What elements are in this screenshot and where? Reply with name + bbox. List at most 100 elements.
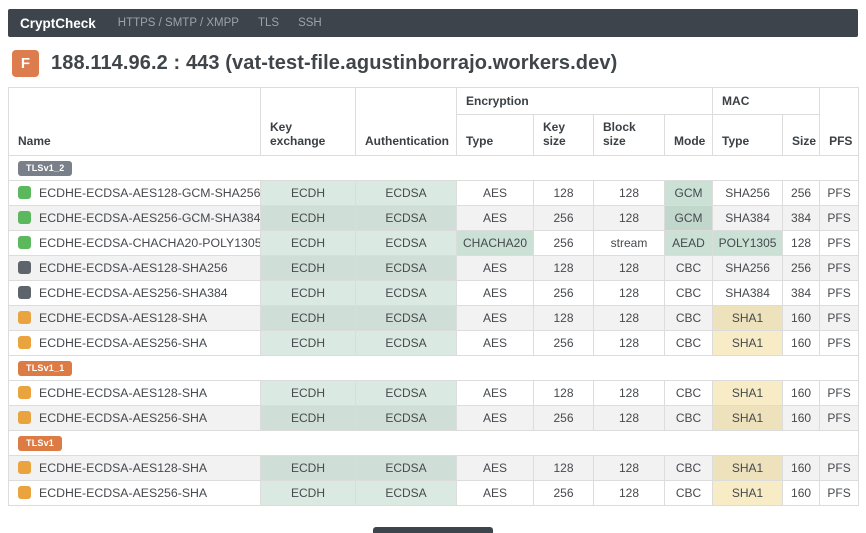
cipher-name-cell: ECDHE-ECDSA-AES128-SHA256 (9, 256, 261, 281)
encryption-type-cell: CHACHA20 (457, 231, 534, 256)
grade-badge: F (12, 50, 39, 77)
block-size-cell: 128 (594, 206, 665, 231)
mode-cell: AEAD (665, 231, 713, 256)
cipher-strength-icon (18, 186, 31, 199)
protocol-cell: TLSv1_1 (9, 356, 859, 381)
cipher-strength-icon (18, 386, 31, 399)
encryption-type-cell: AES (457, 206, 534, 231)
cipher-name-cell: ECDHE-ECDSA-AES256-SHA384 (9, 281, 261, 306)
key-size-cell: 256 (534, 281, 594, 306)
authentication-cell: ECDSA (356, 481, 457, 506)
col-header-key-size: Key size (534, 115, 594, 156)
col-header-name: Name (9, 88, 261, 156)
page-title: 188.114.96.2 : 443 (vat-test-file.agusti… (51, 52, 617, 75)
col-header-block-size: Block size (594, 115, 665, 156)
authentication-cell: ECDSA (356, 231, 457, 256)
mac-size-cell: 128 (783, 231, 820, 256)
key-exchange-cell: ECDH (261, 331, 356, 356)
key-size-cell: 256 (534, 406, 594, 431)
protocol-cell: TLSv1_2 (9, 156, 859, 181)
mode-cell: CBC (665, 481, 713, 506)
cipher-row: ECDHE-ECDSA-AES128-SHAECDHECDSAAES128128… (9, 306, 859, 331)
key-size-cell: 128 (534, 306, 594, 331)
cipher-name-cell: ECDHE-ECDSA-AES128-SHA (9, 306, 261, 331)
mac-size-cell: 384 (783, 281, 820, 306)
col-header-key-exchange: Key exchange (261, 88, 356, 156)
nav-link-https-smtp-xmpp[interactable]: HTTPS / SMTP / XMPP (118, 17, 239, 29)
encryption-type-cell: AES (457, 481, 534, 506)
col-header-mac-type: Type (713, 115, 783, 156)
pfs-cell: PFS (820, 256, 859, 281)
mode-cell: CBC (665, 456, 713, 481)
mac-size-cell: 256 (783, 181, 820, 206)
cipher-name: ECDHE-ECDSA-AES128-SHA256 (39, 261, 228, 275)
encryption-type-cell: AES (457, 381, 534, 406)
mac-size-cell: 160 (783, 456, 820, 481)
encryption-type-cell: AES (457, 281, 534, 306)
protocol-badge: TLSv1 (18, 436, 62, 451)
col-header-pfs: PFS (820, 88, 859, 156)
encryption-type-cell: AES (457, 181, 534, 206)
authentication-cell: ECDSA (356, 281, 457, 306)
table-header: Name Key exchange Authentication Encrypt… (9, 88, 859, 156)
cipher-name-cell: ECDHE-ECDSA-AES128-SHA (9, 456, 261, 481)
key-size-cell: 128 (534, 381, 594, 406)
mac-size-cell: 160 (783, 331, 820, 356)
cipher-row: ECDHE-ECDSA-AES256-SHAECDHECDSAAES256128… (9, 331, 859, 356)
key-size-cell: 256 (534, 481, 594, 506)
pfs-cell: PFS (820, 381, 859, 406)
block-size-cell: 128 (594, 256, 665, 281)
key-size-cell: 128 (534, 181, 594, 206)
cipher-table-body: TLSv1_2 ECDHE-ECDSA-AES128-GCM-SHA256 ECDH… (9, 156, 859, 506)
protocol-badge: TLSv1_1 (18, 361, 72, 376)
authentication-cell: ECDSA (356, 181, 457, 206)
result-header: F 188.114.96.2 : 443 (vat-test-file.agus… (12, 50, 858, 77)
protocol-cell: TLSv1 (9, 431, 859, 456)
key-exchange-cell: ECDH (261, 381, 356, 406)
cipher-name: ECDHE-ECDSA-AES128-SHA (39, 386, 207, 400)
encryption-type-cell: AES (457, 256, 534, 281)
mac-type-cell: SHA256 (713, 256, 783, 281)
cipher-strength-icon (18, 286, 31, 299)
cipher-name: ECDHE-ECDSA-AES256-SHA384 (39, 286, 228, 300)
cipher-name: ECDHE-ECDSA-AES256-SHA (39, 411, 207, 425)
cipher-strength-icon (18, 336, 31, 349)
block-size-cell: 128 (594, 181, 665, 206)
key-exchange-cell: ECDH (261, 256, 356, 281)
mac-type-cell: SHA1 (713, 381, 783, 406)
pfs-cell: PFS (820, 206, 859, 231)
protocol-section-row: TLSv1 (9, 431, 859, 456)
nav-link-ssh[interactable]: SSH (298, 17, 322, 29)
cipher-name: ECDHE-ECDSA-AES128-SHA (39, 461, 207, 475)
mac-size-cell: 160 (783, 406, 820, 431)
cipher-row: ECDHE-ECDSA-CHACHA20-POLY1305ECDHECDSACH… (9, 231, 859, 256)
encryption-type-cell: AES (457, 456, 534, 481)
mac-type-cell: SHA1 (713, 306, 783, 331)
cipher-row: ECDHE-ECDSA-AES256-SHA384ECDHECDSAAES256… (9, 281, 859, 306)
cipher-name: ECDHE-ECDSA-AES256-SHA (39, 486, 207, 500)
cipher-row: ECDHE-ECDSA-AES256-SHAECDHECDSAAES256128… (9, 481, 859, 506)
mode-cell: CBC (665, 281, 713, 306)
key-exchange-cell: ECDH (261, 481, 356, 506)
protocol-badge: TLSv1_2 (18, 161, 72, 176)
block-size-cell: 128 (594, 331, 665, 356)
protocol-section-row: TLSv1_1 (9, 356, 859, 381)
encryption-type-cell: AES (457, 406, 534, 431)
mac-size-cell: 384 (783, 206, 820, 231)
top-navbar: CryptCheck HTTPS / SMTP / XMPP TLS SSH (8, 9, 858, 37)
mac-size-cell: 160 (783, 481, 820, 506)
cipher-name: ECDHE-ECDSA-AES128-GCM-SHA256 (39, 186, 260, 200)
pfs-cell: PFS (820, 456, 859, 481)
col-header-authentication: Authentication (356, 88, 457, 156)
cipher-name-cell: ECDHE-ECDSA-AES256-SHA (9, 481, 261, 506)
mode-cell: CBC (665, 406, 713, 431)
block-size-cell: 128 (594, 381, 665, 406)
encryption-type-cell: AES (457, 331, 534, 356)
cipher-strength-icon (18, 236, 31, 249)
mac-type-cell: POLY1305 (713, 231, 783, 256)
brand-link[interactable]: CryptCheck (8, 16, 110, 31)
key-exchange-cell: ECDH (261, 306, 356, 331)
key-size-cell: 256 (534, 231, 594, 256)
authentication-cell: ECDSA (356, 456, 457, 481)
nav-link-tls[interactable]: TLS (258, 17, 279, 29)
